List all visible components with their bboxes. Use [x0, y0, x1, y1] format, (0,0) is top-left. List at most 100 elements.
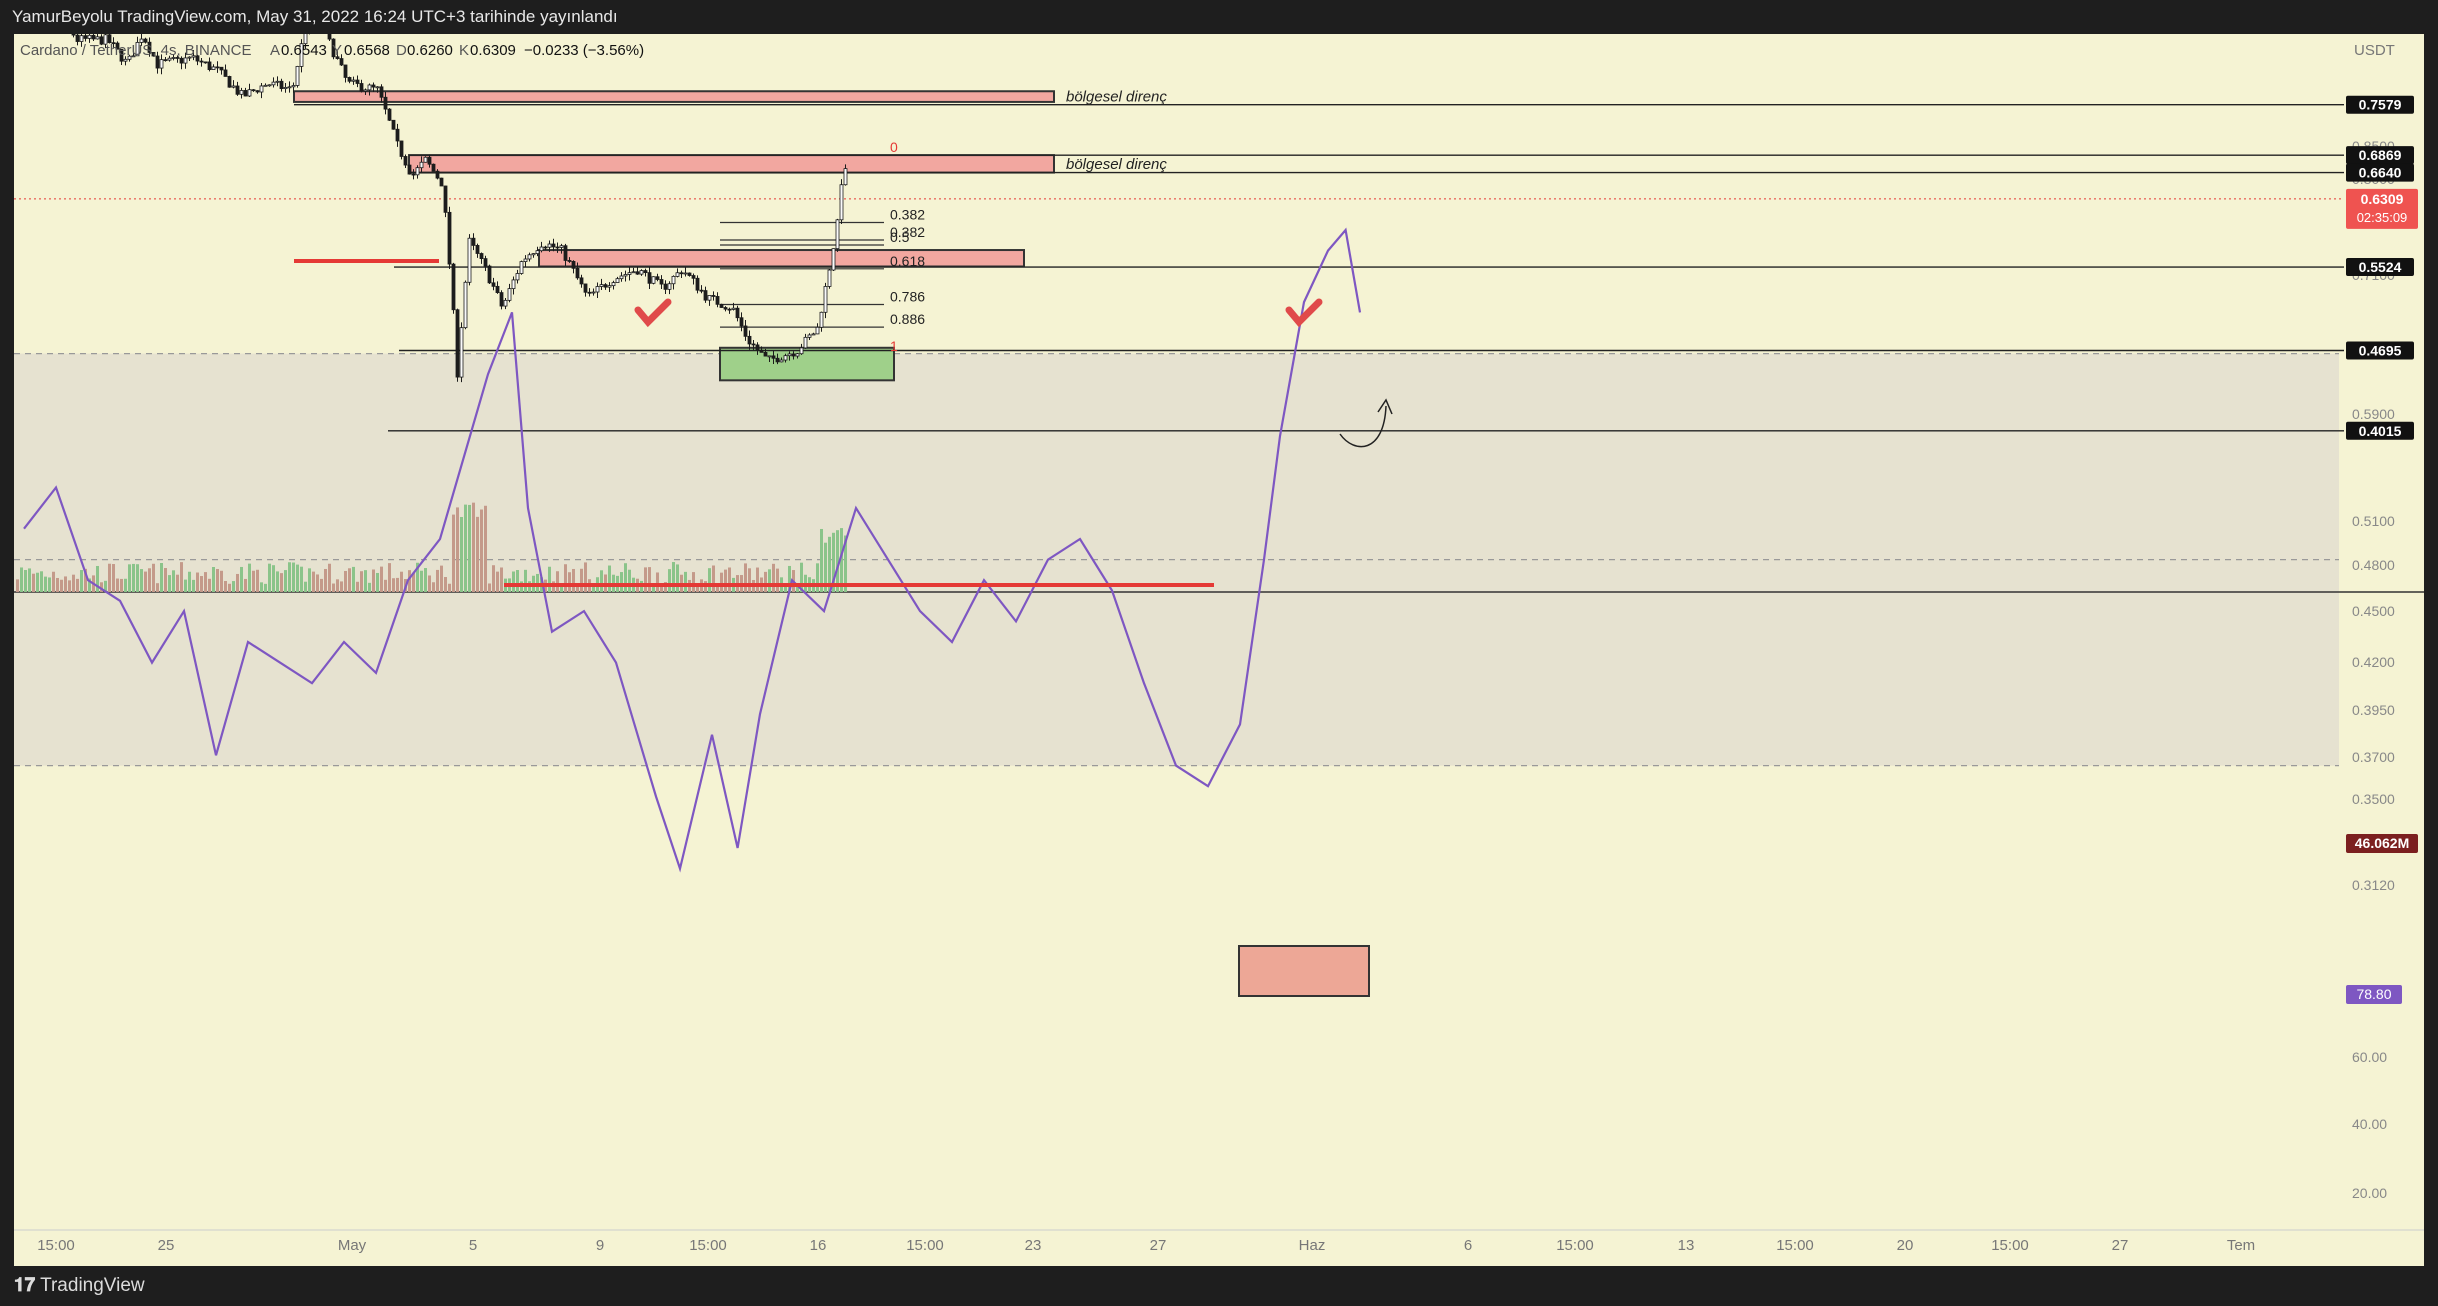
- candle: [423, 156, 428, 163]
- candle: [535, 246, 540, 257]
- ohlc-open: 0.6543: [281, 42, 327, 59]
- chart-area[interactable]: bölgesel direnç bölgesel direnç 0 0.382 0.5…: [14, 0, 2424, 1266]
- svg-text:0.6640: 0.6640: [2359, 165, 2402, 181]
- volume-bar: [816, 563, 819, 592]
- candle: [755, 342, 760, 355]
- volume-bar: [192, 579, 195, 592]
- x-tick-label: 15:00: [1991, 1237, 2029, 1254]
- volume-bar: [572, 568, 575, 592]
- publish-bar: YamurBeyolu TradingView.com, May 31, 202…: [0, 0, 2438, 34]
- candle: [519, 260, 524, 275]
- volume-bar: [756, 567, 759, 592]
- ohlc-low: 0.6260: [407, 42, 453, 59]
- candle: [767, 355, 772, 363]
- footer-bar: 𝟏𝟕 TradingView: [0, 1266, 2438, 1306]
- candle: [275, 76, 280, 87]
- candle: [747, 330, 752, 350]
- volume-bar: [348, 568, 351, 592]
- volume-bar: [660, 583, 663, 592]
- volume-bar: [352, 566, 355, 592]
- volume-bar: [620, 572, 623, 592]
- volume-bar: [360, 571, 363, 592]
- candle: [191, 49, 196, 61]
- candle: [815, 323, 820, 335]
- volume-bar: [232, 581, 235, 592]
- volume-bar: [436, 569, 439, 592]
- volume-bar: [648, 567, 651, 592]
- x-tick-label: Tem: [2227, 1237, 2255, 1254]
- candle: [211, 64, 216, 71]
- ohlc-open-label: A: [270, 42, 280, 59]
- candle: [199, 57, 204, 67]
- candle: [167, 55, 172, 62]
- candle: [155, 51, 160, 74]
- candle: [599, 278, 604, 291]
- candle: [671, 275, 676, 290]
- resistance-zone[interactable]: [293, 90, 1055, 103]
- x-tick-label: 15:00: [1776, 1237, 1814, 1254]
- candle: [579, 274, 584, 288]
- volume-bar: [244, 578, 247, 592]
- candle: [615, 276, 620, 284]
- volume-bar: [56, 577, 59, 592]
- candle: [179, 56, 184, 70]
- volume-bar: [180, 562, 183, 592]
- x-tick-label: 27: [1150, 1237, 1167, 1254]
- candle: [659, 275, 664, 289]
- candle: [827, 269, 832, 289]
- candle: [819, 311, 824, 332]
- candle: [547, 240, 552, 252]
- resistance-zone[interactable]: [538, 249, 1025, 268]
- candle: [287, 81, 292, 93]
- candle: [187, 56, 192, 61]
- volume-bar: [420, 570, 423, 592]
- candle: [751, 340, 756, 351]
- candle: [683, 266, 688, 277]
- candle: [839, 179, 844, 224]
- fib-level-label: 0.786: [890, 289, 925, 305]
- candle: [259, 82, 264, 99]
- volume-bar: [120, 578, 123, 592]
- candle: [459, 322, 464, 383]
- candle: [83, 32, 88, 42]
- candle: [587, 288, 592, 297]
- candle: [511, 276, 516, 295]
- volume-bar: [384, 579, 387, 592]
- volume-bar: [400, 571, 403, 592]
- candle: [111, 37, 116, 49]
- candle: [559, 243, 564, 254]
- volume-bar: [276, 571, 279, 592]
- volume-bar: [264, 583, 267, 592]
- x-tick-label: 9: [596, 1237, 604, 1254]
- candle: [723, 306, 728, 312]
- candle: [243, 87, 248, 97]
- volume-bar: [424, 568, 427, 592]
- x-tick-label: 5: [469, 1237, 477, 1254]
- candle: [435, 169, 440, 180]
- volume-bar: [416, 562, 419, 592]
- candle: [115, 41, 120, 50]
- candle: [99, 34, 104, 46]
- volume-bar: [564, 564, 567, 592]
- candle: [379, 84, 384, 103]
- volume-bar: [448, 583, 451, 592]
- resistance-zone[interactable]: [408, 154, 1055, 174]
- volume-bar: [820, 528, 823, 592]
- y-tick-label: 0.4800: [2352, 557, 2395, 573]
- volume-bar: [796, 583, 799, 592]
- volume-bar: [152, 563, 155, 592]
- candle: [331, 38, 336, 60]
- support-zone[interactable]: [719, 346, 895, 382]
- ohlc-close-label: K: [459, 42, 469, 59]
- volume-bar: [800, 562, 803, 592]
- volume-bar: [16, 579, 19, 592]
- candle: [771, 350, 776, 364]
- volume-bar: [164, 567, 167, 592]
- svg-text:0.6309: 0.6309: [2361, 191, 2404, 207]
- rsi-overbought-box[interactable]: [1238, 945, 1370, 997]
- candle: [223, 64, 228, 77]
- candle: [463, 280, 468, 330]
- candle: [447, 206, 452, 270]
- candle: [727, 307, 732, 314]
